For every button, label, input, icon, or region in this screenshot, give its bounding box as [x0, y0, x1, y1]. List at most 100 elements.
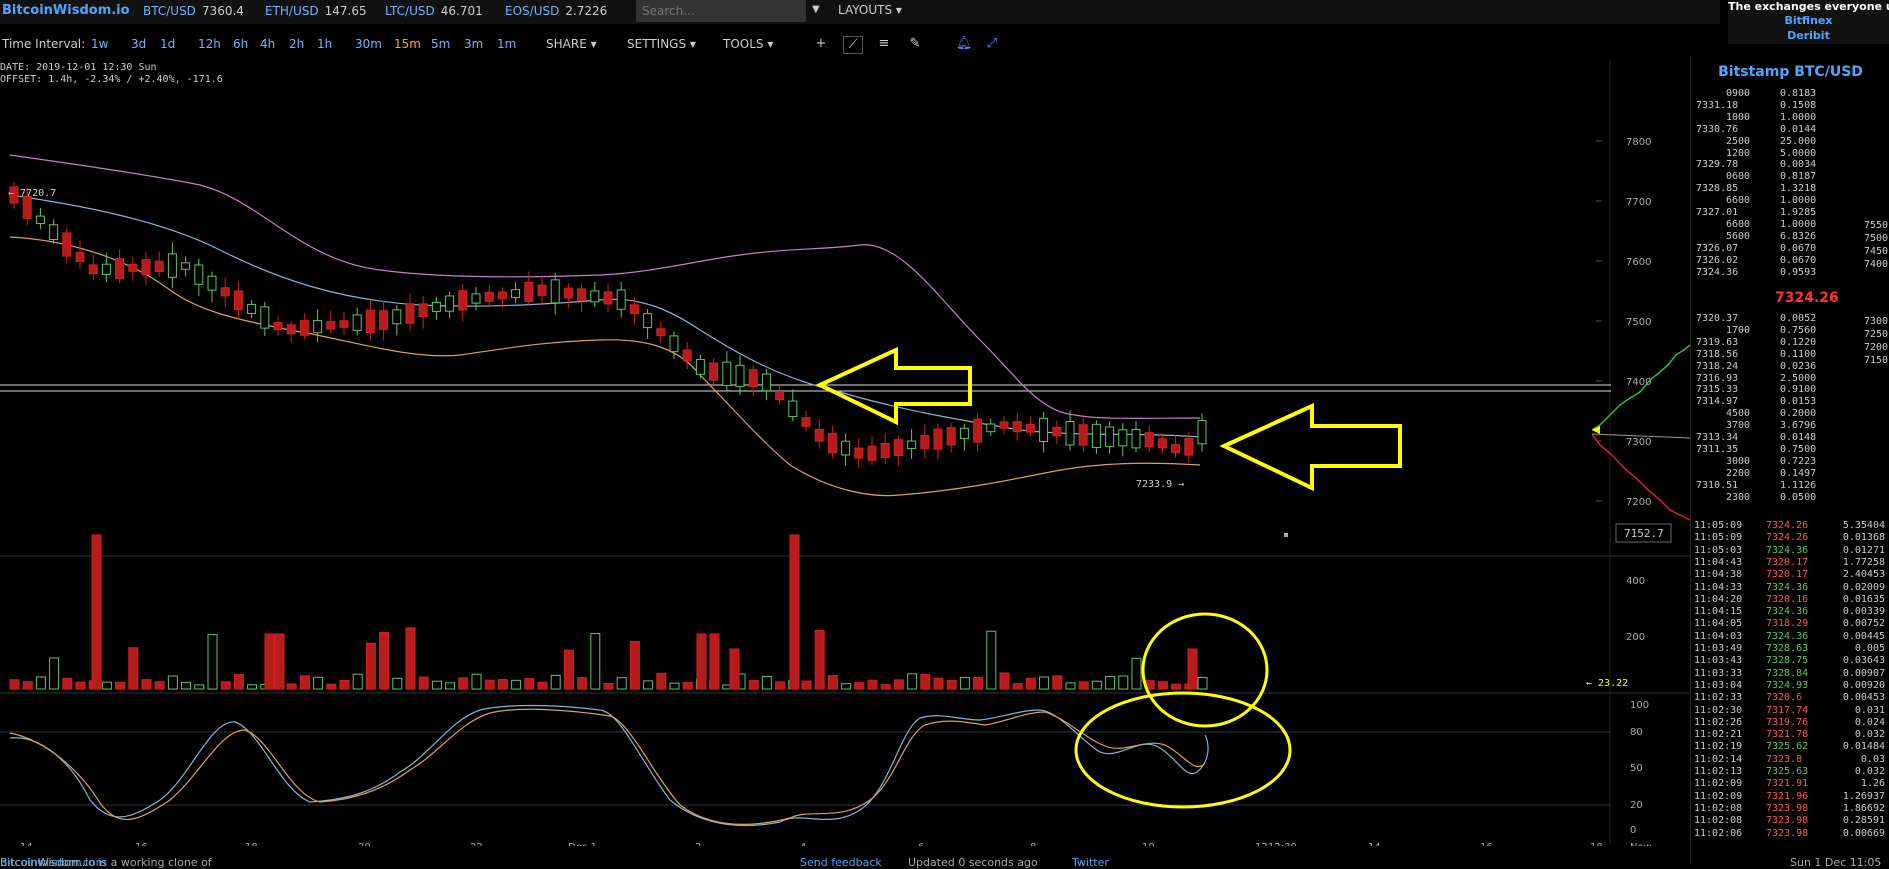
last-price: 7324.26 — [1775, 290, 1839, 306]
search-input[interactable] — [636, 0, 806, 22]
volume-bar — [313, 676, 324, 690]
fullscreen-icon[interactable]: ⤢ — [986, 36, 998, 51]
volume-bar — [154, 681, 165, 690]
tools-menu[interactable]: TOOLS ▾ — [723, 37, 774, 51]
low-label: 7233.9 → — [1136, 479, 1184, 490]
candle — [286, 324, 296, 335]
interval-3d[interactable]: 3d — [131, 37, 147, 51]
ask-price: 1000 — [1726, 111, 1751, 123]
interval-1h[interactable]: 1h — [317, 37, 333, 51]
trade-price: 7321.91 — [1766, 778, 1809, 790]
layouts-menu[interactable]: LAYOUTS ▾ — [838, 3, 902, 17]
candle — [88, 264, 98, 275]
volume-bar — [729, 648, 740, 690]
bid-amount: 0.7223 — [1780, 455, 1817, 467]
volume-bar — [656, 672, 667, 690]
candle — [392, 309, 402, 325]
candle — [893, 439, 903, 457]
promo-link-bitfinex[interactable]: Bitfinex — [1784, 14, 1833, 27]
circle-annotation-icon[interactable] — [1141, 612, 1269, 728]
volume-bar — [643, 680, 654, 690]
interval-1w[interactable]: 1w — [91, 37, 109, 51]
candle — [339, 320, 349, 328]
volume-bar — [167, 675, 178, 690]
volume-bar — [775, 681, 786, 690]
interval-6h[interactable]: 6h — [233, 37, 249, 51]
bid-price: 2200 — [1726, 467, 1751, 479]
ticker-btc[interactable]: BTC/USD 7360.4 — [143, 4, 244, 18]
bid-amount: 0.2000 — [1780, 408, 1817, 420]
trade-amount: 1.86692 — [1842, 802, 1885, 814]
bid-price: 3000 — [1726, 455, 1751, 467]
ticker-ltc[interactable]: LTC/USD 46.701 — [385, 4, 483, 18]
bid-amount: 0.7500 — [1780, 443, 1817, 455]
trade-time: 11:02:08 — [1694, 802, 1743, 814]
volume-bar — [748, 680, 759, 690]
chevron-down-icon[interactable]: ▼ — [812, 4, 820, 15]
pencil-icon[interactable]: ✎ — [909, 36, 921, 51]
trade-amount: 0.03 — [1860, 753, 1885, 765]
candle — [1105, 426, 1115, 448]
trade-time: 11:03:43 — [1694, 655, 1743, 667]
volume-bar — [141, 679, 152, 690]
volume-bar — [550, 674, 561, 690]
ask-amount: 0.1508 — [1780, 99, 1817, 111]
candle — [154, 260, 164, 273]
candle — [1118, 429, 1128, 447]
site-logo[interactable]: BitcoinWisdom.io — [2, 3, 130, 18]
volume-bar — [1012, 683, 1023, 690]
arrow-annotation-icon[interactable] — [1219, 402, 1402, 492]
menu-lines-icon[interactable]: ≡ — [878, 36, 890, 51]
line-draw-icon[interactable]: ⟋ — [843, 36, 863, 54]
candle — [22, 195, 32, 219]
interval-5m[interactable]: 5m — [431, 37, 451, 51]
candle — [722, 361, 732, 386]
trade-row: 11:04:03 7324.36 0.00445 — [1692, 631, 1887, 643]
candle — [128, 263, 138, 272]
time-tick-label: Dec 1 — [568, 842, 597, 846]
ticker-eos[interactable]: EOS/USD 2.7226 — [505, 4, 608, 18]
trade-price: 7320.6 — [1766, 692, 1803, 704]
volume-axis: 400 200 — [1626, 576, 1645, 643]
interval-12h[interactable]: 12h — [198, 37, 221, 51]
time-tick-label: 20 — [358, 842, 371, 846]
interval-1m[interactable]: 1m — [497, 37, 517, 51]
promo-link-deribit[interactable]: Deribit — [1787, 29, 1830, 42]
interval-3m[interactable]: 3m — [464, 37, 484, 51]
arrow-annotation-icon[interactable] — [815, 346, 972, 426]
interval-30m[interactable]: 30m — [355, 37, 382, 51]
time-tick-label: 4 — [800, 842, 806, 846]
time-tick-label: 16 — [135, 842, 148, 846]
volume-bar — [431, 680, 442, 690]
circle-annotation-icon[interactable] — [1074, 691, 1292, 809]
price-tick-label: 7200 — [1626, 497, 1651, 508]
bid-amount: 0.7560 — [1780, 324, 1817, 336]
bid-amount: 0.0148 — [1780, 432, 1817, 443]
candle — [920, 434, 930, 449]
ticker-eth[interactable]: ETH/USD 147.65 — [265, 4, 367, 18]
bid-amount: 1.1126 — [1780, 479, 1817, 491]
share-menu[interactable]: SHARE ▾ — [546, 37, 597, 51]
volume-bar — [101, 681, 112, 690]
bid-amount: 3.6796 — [1780, 420, 1817, 432]
candle — [1078, 424, 1088, 446]
bell-icon[interactable]: 🔔︎ — [955, 36, 973, 51]
interval-1d[interactable]: 1d — [160, 37, 176, 51]
candle — [458, 290, 468, 311]
candle — [695, 358, 705, 375]
plus-icon[interactable]: + — [815, 36, 827, 51]
trade-amount: 0.01635 — [1842, 593, 1885, 605]
interval-2h[interactable]: 2h — [289, 37, 305, 51]
settings-menu[interactable]: SETTINGS ▾ — [627, 37, 696, 51]
trade-price: 7324.36 — [1766, 606, 1809, 618]
trade-row: 11:02:06 7323.98 0.00669 — [1692, 828, 1887, 840]
bid-price: 7315.33 — [1696, 384, 1739, 396]
volume-bar — [801, 680, 812, 690]
trade-price: 7328.63 — [1766, 643, 1809, 654]
trade-row: 11:05:09 7324.26 5.35404 — [1692, 520, 1887, 532]
trade-time: 11:02:19 — [1694, 741, 1743, 753]
interval-4h[interactable]: 4h — [260, 37, 276, 51]
interval-15m[interactable]: 15m — [394, 37, 421, 51]
ask-amount: 1.9285 — [1780, 207, 1817, 218]
